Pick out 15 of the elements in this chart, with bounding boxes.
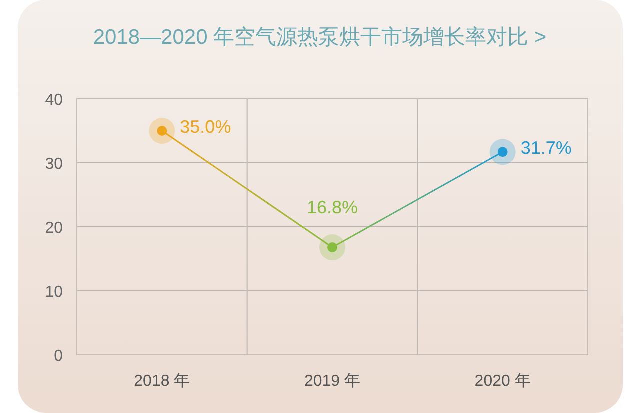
point xyxy=(490,139,516,166)
point xyxy=(149,118,176,144)
y-tick-label: 40 xyxy=(45,92,64,109)
data-label: 35.0% xyxy=(180,117,232,137)
data-label: 31.7% xyxy=(520,138,572,158)
data-label: 16.8% xyxy=(306,197,358,218)
y-tick-label: 20 xyxy=(45,220,64,237)
x-tick-label: 2018 年 xyxy=(134,373,190,390)
y-tick-label: 0 xyxy=(54,348,64,365)
point xyxy=(320,234,346,260)
chart-title: 2018—2020 年空气源热泵烘干市场增长率对比 > xyxy=(93,26,547,49)
x-tick-label: 2020 年 xyxy=(474,373,531,390)
x-tick-label: 2019 年 xyxy=(304,373,361,390)
y-tick-label: 10 xyxy=(45,284,64,301)
y-tick-label: 30 xyxy=(45,156,64,173)
